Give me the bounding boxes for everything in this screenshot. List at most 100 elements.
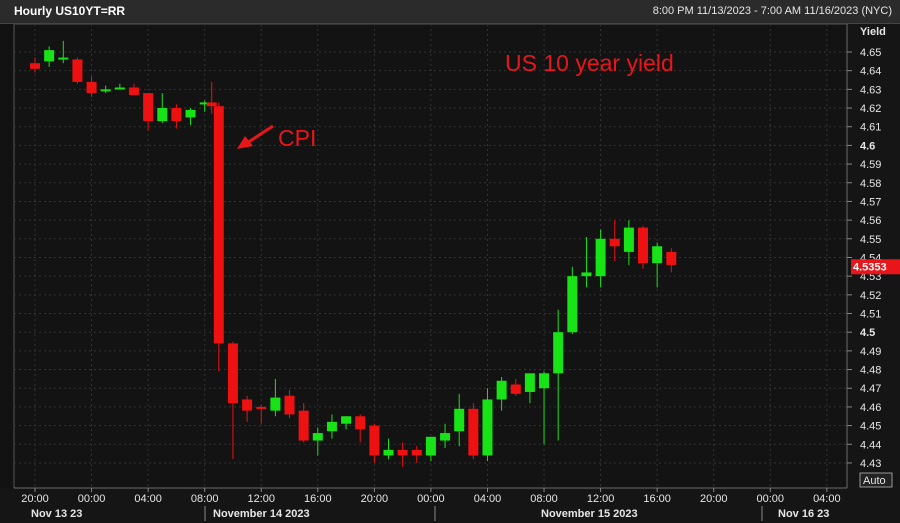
candle bbox=[539, 371, 550, 445]
x-tick-label: 16:00 bbox=[643, 493, 671, 505]
candle-body bbox=[595, 238, 606, 277]
candle bbox=[383, 438, 394, 460]
x-tick-label: 08:00 bbox=[530, 493, 558, 505]
candle-body bbox=[256, 406, 267, 409]
candle-body bbox=[72, 59, 83, 82]
candle bbox=[256, 405, 267, 424]
candle bbox=[114, 83, 125, 90]
auto-button-frame[interactable] bbox=[859, 472, 893, 488]
candle bbox=[496, 377, 507, 411]
candle bbox=[242, 395, 253, 422]
candle-body bbox=[454, 408, 465, 432]
candle-body bbox=[326, 421, 337, 432]
candle-body bbox=[411, 449, 422, 456]
date-label: November 15 2023 bbox=[541, 508, 638, 520]
candle-body bbox=[425, 436, 436, 456]
candle bbox=[298, 403, 309, 443]
x-tick-label: 00:00 bbox=[78, 493, 106, 505]
candle-body bbox=[86, 81, 97, 94]
candle-body bbox=[284, 395, 295, 415]
x-tick-label: 16:00 bbox=[304, 493, 332, 505]
last-price-tag: 4.5353 bbox=[851, 259, 900, 275]
date-labels: Nov 13 23 November 14 2023 November 15 202… bbox=[31, 506, 829, 521]
candle bbox=[44, 46, 55, 67]
annotations: US 10 year yield CPI bbox=[237, 50, 674, 151]
candle bbox=[411, 446, 422, 463]
candle bbox=[425, 436, 436, 462]
candle-body bbox=[213, 106, 224, 344]
date-range: 8:00 PM 11/13/2023 - 7:00 AM 11/16/2023 … bbox=[652, 5, 892, 17]
candle-body bbox=[270, 397, 281, 411]
candle bbox=[213, 102, 224, 372]
candle-body bbox=[206, 102, 217, 107]
candle bbox=[440, 423, 451, 449]
candle-body bbox=[58, 57, 69, 60]
candlestick-chart[interactable]: US 10 year yield CPI Yield 4.654.644.634… bbox=[0, 24, 900, 523]
last-price-value: 4.5353 bbox=[853, 261, 887, 273]
candle bbox=[72, 57, 83, 84]
candle-body bbox=[44, 50, 55, 62]
candle-body bbox=[143, 93, 154, 122]
candle bbox=[397, 442, 408, 467]
candle-body bbox=[199, 102, 210, 105]
candle bbox=[524, 373, 535, 404]
x-tick-label: 08:00 bbox=[191, 493, 219, 505]
x-tick-label: 12:00 bbox=[247, 493, 275, 505]
candle-body bbox=[185, 109, 196, 118]
candles bbox=[30, 40, 677, 467]
candle bbox=[454, 393, 465, 447]
y-tick-label: 4.43 bbox=[860, 458, 881, 470]
candle-body bbox=[30, 63, 40, 69]
candle-body bbox=[157, 108, 168, 122]
candle-body bbox=[524, 373, 535, 392]
candle-body bbox=[638, 227, 649, 264]
candle-body bbox=[341, 416, 352, 424]
candle bbox=[595, 229, 606, 288]
x-tick-label: 20:00 bbox=[21, 493, 49, 505]
auto-button-label[interactable]: Auto bbox=[863, 475, 886, 487]
x-tick-label: 00:00 bbox=[757, 493, 785, 505]
candle-body bbox=[609, 238, 620, 247]
y-tick-label: 4.6 bbox=[860, 140, 875, 152]
candle bbox=[312, 427, 323, 456]
x-tick-label: 04:00 bbox=[813, 493, 841, 505]
y-tick-label: 4.57 bbox=[860, 196, 881, 208]
y-tick-label: 4.63 bbox=[860, 84, 881, 96]
candle-body bbox=[553, 332, 564, 374]
y-tick-label: 4.55 bbox=[860, 234, 881, 246]
candle bbox=[30, 57, 40, 73]
candle bbox=[86, 76, 97, 97]
candle-body bbox=[623, 227, 634, 252]
candle-body bbox=[114, 87, 125, 90]
candle bbox=[355, 414, 366, 443]
y-axis-title: Yield bbox=[860, 26, 886, 38]
candle bbox=[666, 248, 677, 273]
candle bbox=[128, 83, 139, 95]
candle bbox=[567, 266, 578, 335]
y-tick-label: 4.44 bbox=[860, 439, 881, 451]
candle bbox=[270, 378, 281, 417]
x-tick-label: 12:00 bbox=[587, 493, 615, 505]
candle-body bbox=[227, 343, 238, 404]
y-tick-label: 4.49 bbox=[860, 346, 881, 358]
x-tick-label: 20:00 bbox=[700, 493, 728, 505]
y-tick-label: 4.62 bbox=[860, 103, 881, 115]
y-axis-ticks: 4.65 4.64 4.63 4.62 4.61 4.6 4.59 4.58 4.57 4.56 4… bbox=[847, 47, 881, 470]
candle-body bbox=[666, 251, 677, 265]
grid-lines bbox=[14, 24, 847, 488]
candle bbox=[652, 242, 663, 288]
candle-body bbox=[128, 87, 139, 95]
x-tick-label: 04:00 bbox=[474, 493, 502, 505]
candle bbox=[100, 85, 111, 94]
candle bbox=[468, 403, 479, 460]
chart-annotation-title: US 10 year yield bbox=[505, 50, 674, 76]
auto-button[interactable]: Auto bbox=[859, 472, 893, 488]
candle-body bbox=[171, 108, 182, 122]
candle bbox=[581, 236, 592, 288]
y-tick-label: 4.56 bbox=[860, 215, 881, 227]
candle bbox=[482, 388, 493, 462]
candle-body bbox=[652, 246, 663, 264]
candle-body bbox=[539, 373, 550, 389]
x-tick-label: 00:00 bbox=[417, 493, 445, 505]
